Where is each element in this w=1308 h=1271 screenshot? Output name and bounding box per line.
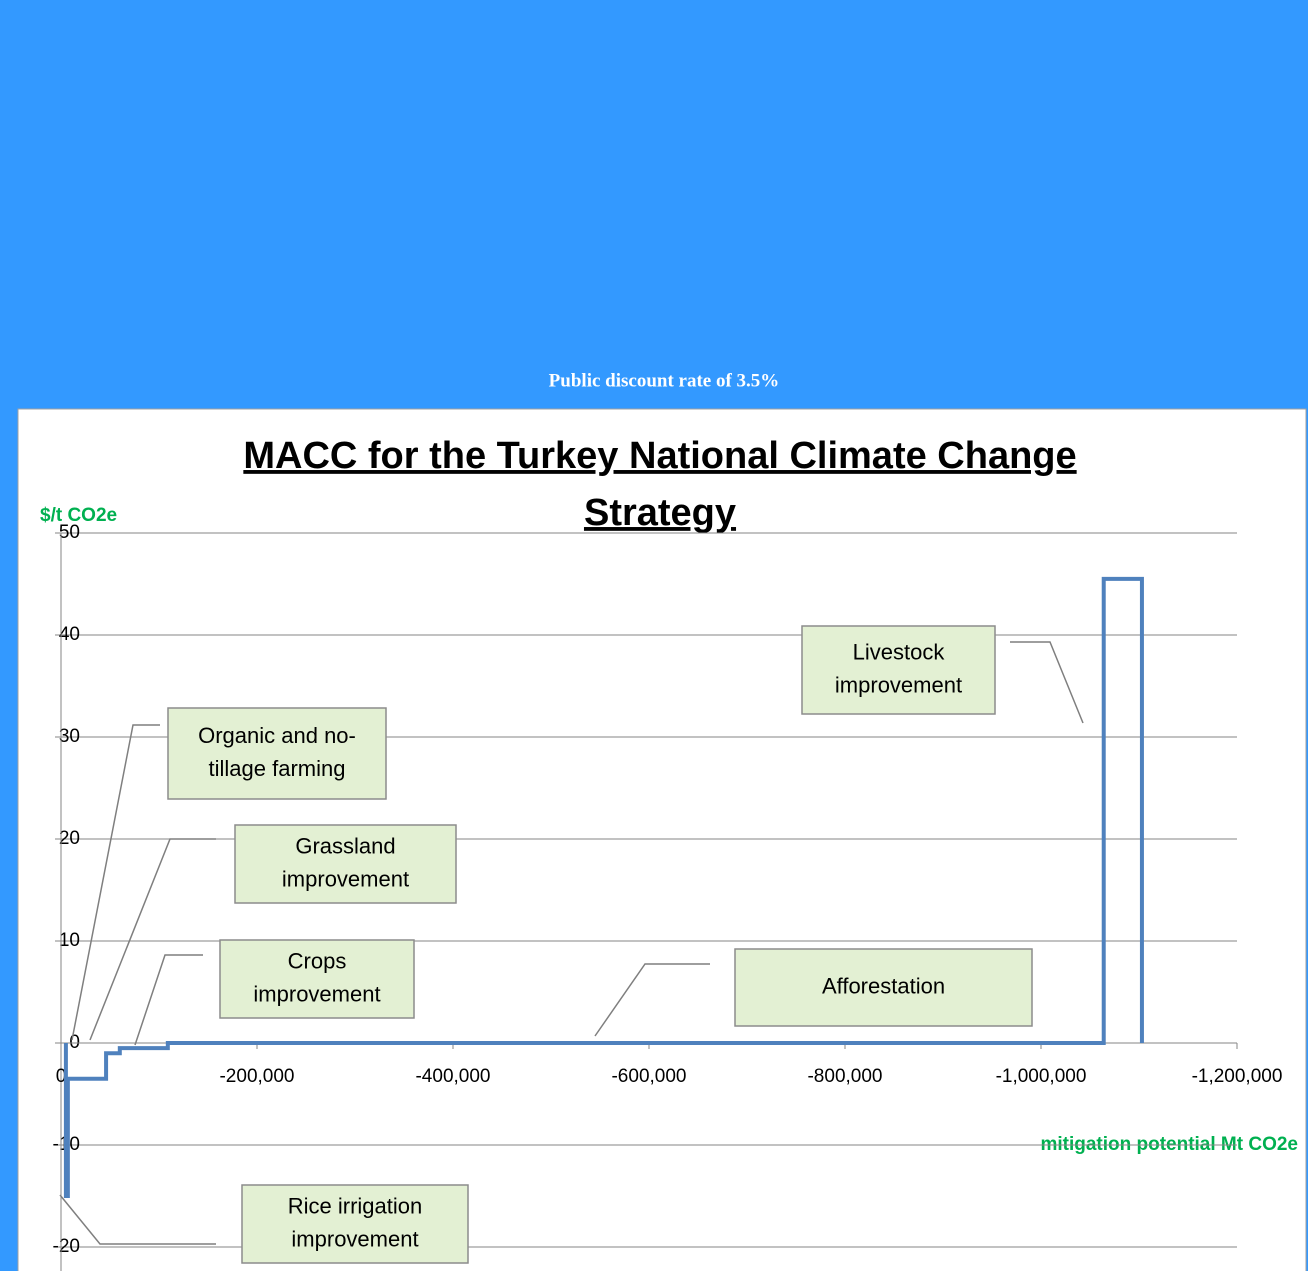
x-tick-label: -800,000 [807,1066,882,1087]
chart-area [17,408,1307,1271]
x-tick-label: -1,000,000 [996,1066,1087,1087]
caption: Public discount rate of 3.5% [549,370,780,391]
annotation-box [734,948,1033,1027]
annotation-text: Afforestation [822,973,945,998]
leader-line [594,963,710,1037]
leader-line [89,838,216,1041]
leader-line [59,1194,216,1245]
chart-title: Strategy [584,492,736,534]
x-tick-label: -200,000 [219,1066,294,1087]
y-tick-label: 10 [59,930,80,951]
y-tick-label: 50 [59,522,80,543]
annotation-box [167,707,387,800]
annotation-text: Grassland [295,833,395,858]
annotation-text: improvement [291,1226,418,1251]
leader-line [71,724,160,1041]
annotation-text: improvement [282,866,409,891]
y-tick-label: 40 [59,624,80,645]
annotation-text: Livestock [853,639,946,664]
annotation-text: tillage farming [209,756,346,781]
annotation-box [801,625,996,715]
annotation-box [241,1184,469,1264]
annotation-text: Crops [288,948,347,973]
x-tick-label: -400,000 [415,1066,490,1087]
chart-title: MACC for the Turkey National Climate Cha… [243,435,1076,477]
x-tick-label: 0 [56,1066,67,1087]
y-tick-label: 30 [59,726,80,747]
y-tick-label: -20 [53,1236,80,1257]
x-tick-label: -1,200,000 [1192,1066,1283,1087]
y-tick-label: 20 [59,828,80,849]
annotation-text: Organic and no- [198,723,356,748]
annotation-text: Rice irrigation [288,1193,423,1218]
annotation-text: improvement [835,672,962,697]
x-tick-label: -600,000 [611,1066,686,1087]
y-axis-label: $/t CO2e [40,505,117,526]
leader-line [1010,641,1084,724]
leader-line [134,954,203,1046]
macc-line [63,576,1144,1198]
annotation-text: improvement [253,981,380,1006]
annotation-box [234,824,457,904]
annotation-box [219,939,415,1019]
